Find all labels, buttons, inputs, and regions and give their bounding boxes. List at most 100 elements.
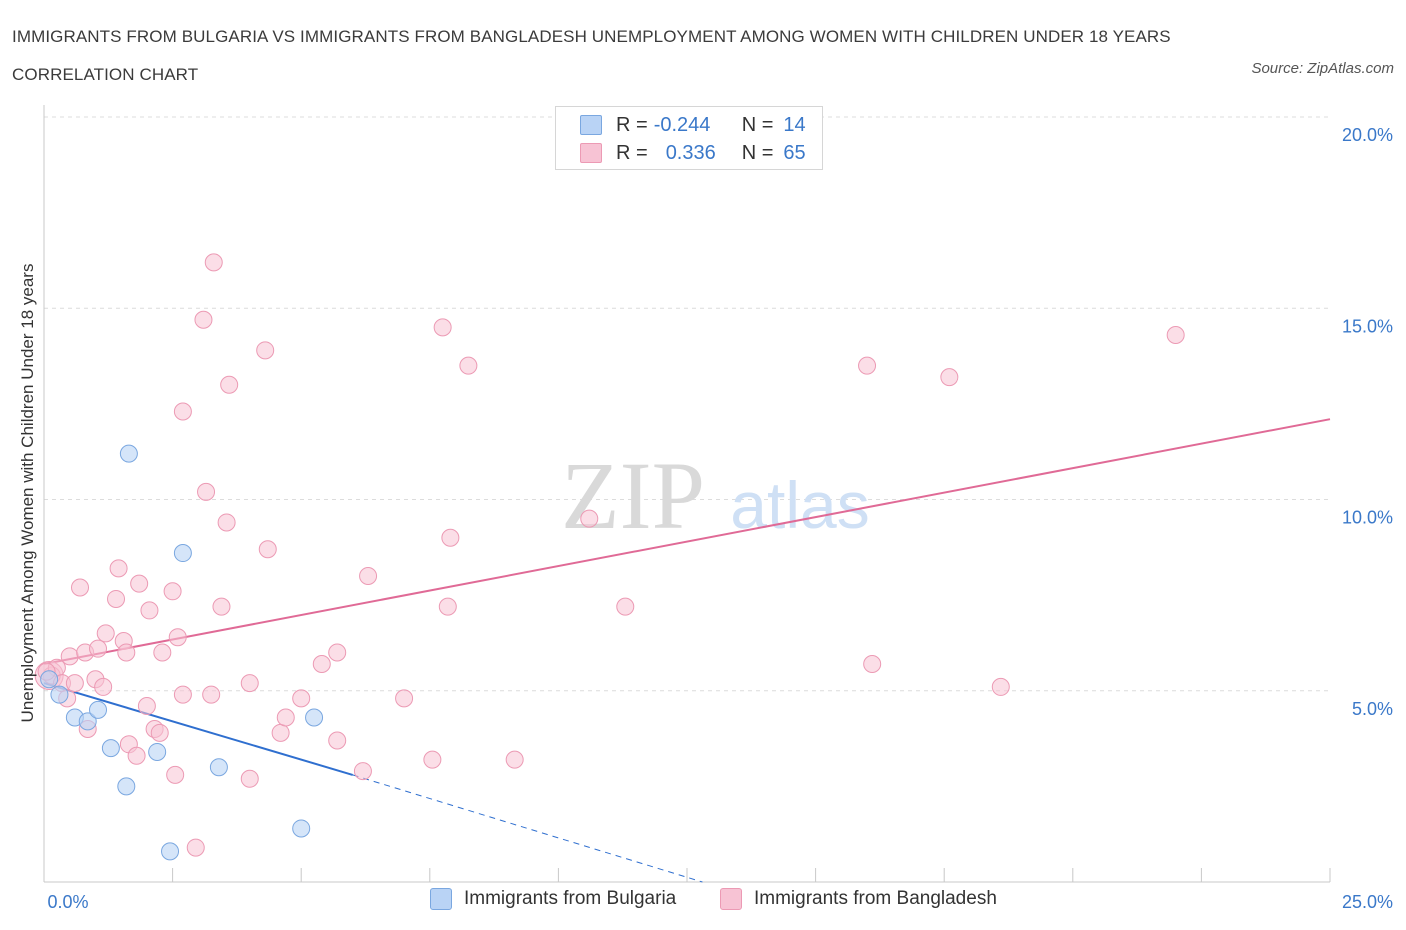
grid-layer [44,116,1330,692]
tick-label-layer: 5.0% 10.0% 15.0% 20.0% 0.0% 25.0% [47,125,1393,912]
data-point-bangladesh [240,674,259,693]
series-legend-bulgaria[interactable]: Immigrants from Bulgaria [430,888,676,910]
data-point-bangladesh [258,540,277,559]
chart-source: Source: ZipAtlas.com [1251,60,1394,77]
data-point-bulgaria [148,742,167,761]
data-point-bulgaria [78,712,97,731]
data-point-bangladesh [863,654,882,673]
data-point-bangladesh [202,685,221,704]
data-point-bulgaria [209,758,228,777]
data-point-bangladesh [271,723,290,742]
chart-title: IMMIGRANTS FROM BULGARIA VS IMMIGRANTS F… [12,27,1171,84]
legend-r-value: -0.244 [653,113,711,136]
series-label-bangladesh: Immigrants from Bangladesh [754,888,997,909]
series-swatch-bangladesh [720,888,742,910]
data-point-bulgaria [40,670,59,689]
data-point-bangladesh [292,689,311,708]
y-tick-label: 10.0% [1342,508,1393,528]
data-point-bangladesh [441,528,460,547]
data-point-bulgaria [292,819,311,838]
data-point-bangladesh [153,643,172,662]
data-point-bangladesh [991,677,1010,696]
data-point-bangladesh [94,677,113,696]
data-point-bangladesh [150,723,169,742]
data-point-bangladesh [353,762,372,781]
points-layer [34,253,1185,861]
data-point-bangladesh [459,356,478,375]
data-point-bangladesh [505,750,524,769]
watermark-zip: ZIP [561,442,705,549]
data-point-bangladesh [220,375,239,394]
legend-r-value: 0.336 [665,141,716,164]
data-point-bangladesh [217,513,236,532]
data-point-bangladesh [130,574,149,593]
x-tick-label-min: 0.0% [47,892,88,912]
data-point-bangladesh [173,685,192,704]
data-point-bangladesh [438,597,457,616]
data-point-bangladesh [107,589,126,608]
data-point-bangladesh [168,628,187,647]
data-point-bangladesh [71,578,90,597]
trendline-bulgaria-extension [352,774,703,883]
data-point-bangladesh [616,597,635,616]
data-point-bulgaria [101,739,120,758]
y-axis-label: Unemployment Among Women with Children U… [18,263,37,723]
data-point-bangladesh [328,731,347,750]
data-point-bangladesh [940,368,959,387]
data-point-bangladesh [359,567,378,585]
trendline-bulgaria [43,682,353,776]
series-swatch-bulgaria [430,888,452,910]
y-tick-label: 5.0% [1352,699,1393,719]
data-point-bangladesh [89,639,108,658]
data-point-bangladesh [96,624,115,643]
data-point-bangladesh [433,318,452,337]
y-tick-label: 20.0% [1342,125,1393,145]
data-point-bangladesh [240,769,259,788]
data-point-bangladesh [395,689,414,708]
trend-layer [43,418,1331,883]
data-point-bangladesh [312,654,331,673]
data-point-bangladesh [256,341,275,360]
data-point-bulgaria [117,777,136,796]
data-point-bangladesh [166,765,185,784]
data-point-bangladesh [137,697,156,716]
data-point-bangladesh [194,310,213,329]
watermark-atlas: atlas [730,468,869,542]
legend-n-label: N = [741,141,774,164]
data-point-bangladesh [127,746,146,765]
data-point-bangladesh [109,559,128,578]
data-point-bangladesh [276,708,295,727]
data-point-bangladesh [212,597,231,616]
data-point-bangladesh [197,482,216,501]
legend-row-bangladesh: R = 0.336 N = 65 [580,141,806,165]
legend-r-label: R = [616,141,648,164]
series-label-bulgaria: Immigrants from Bulgaria [464,888,677,909]
data-point-bangladesh [580,509,599,528]
x-tick-label-max: 25.0% [1342,892,1393,912]
data-point-bangladesh [163,582,182,601]
data-point-bangladesh [140,601,159,620]
legend-swatch-bulgaria [580,115,602,135]
legend-n-label: N = [741,113,774,136]
legend-swatch-bangladesh [580,143,602,163]
stats-legend: R = -0.244 N = 14 R = 0.336 N = 65 [555,106,823,170]
legend-row-bulgaria: R = -0.244 N = 14 [580,113,806,137]
data-point-bangladesh [423,750,442,769]
data-point-bangladesh [1166,326,1185,345]
data-point-bangladesh [186,838,205,857]
data-point-bangladesh [328,643,347,662]
data-point-bulgaria [89,700,108,719]
trendline-bangladesh [43,418,1331,665]
legend-r-label: R = [616,113,648,136]
legend-n-value: 14 [783,113,806,136]
data-point-bangladesh [117,643,136,662]
data-point-bulgaria [161,842,180,861]
legend-n-value: 65 [783,141,806,164]
data-point-bangladesh [60,647,79,666]
data-point-bulgaria [305,708,324,727]
series-legend-bangladesh[interactable]: Immigrants from Bangladesh [720,888,997,910]
series-legend: Immigrants from Bulgaria Immigrants from… [0,888,1406,916]
data-point-bangladesh [858,356,877,375]
data-point-bulgaria [173,544,192,563]
